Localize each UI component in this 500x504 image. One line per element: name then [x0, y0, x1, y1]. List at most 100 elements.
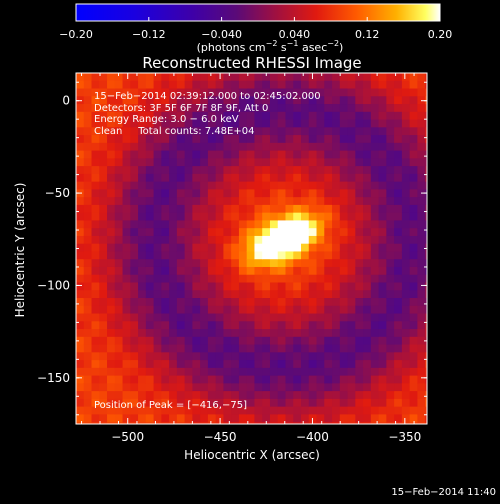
heatmap-cell: [153, 96, 162, 105]
heatmap-cell: [192, 189, 201, 198]
heatmap-cell: [347, 391, 356, 400]
heatmap-cell: [114, 298, 124, 307]
heatmap-cell: [417, 391, 426, 400]
heatmap-cell: [192, 313, 201, 322]
heatmap-cell: [200, 352, 209, 361]
heatmap-cell: [285, 305, 294, 315]
heatmap-cell: [417, 119, 426, 128]
heatmap-cell: [246, 290, 256, 299]
heatmap-cell: [324, 158, 333, 167]
heatmap-cell: [200, 88, 209, 97]
heatmap-cell: [293, 282, 302, 291]
heatmap-cell: [378, 383, 387, 392]
heatmap-cell: [370, 274, 380, 284]
heatmap-cell: [246, 204, 256, 214]
heatmap-cell: [269, 197, 279, 206]
heatmap-cell: [138, 150, 147, 159]
heatmap-cell: [114, 228, 124, 237]
heatmap-cell: [130, 391, 139, 400]
heatmap-cell: [417, 298, 426, 307]
heatmap-cell: [99, 119, 108, 128]
heatmap-cell: [339, 142, 349, 152]
heatmap-cell: [76, 406, 85, 415]
heatmap-cell: [238, 158, 248, 167]
heatmap-cell: [215, 259, 225, 268]
heatmap-cell: [370, 406, 380, 415]
heatmap-cell: [169, 282, 178, 291]
heatmap-cell: [301, 173, 310, 183]
x-tick-label: −500: [111, 430, 144, 444]
heatmap-cell: [169, 127, 178, 136]
heatmap-cell: [394, 391, 403, 400]
heatmap-cell: [114, 96, 124, 105]
heatmap-cell: [394, 344, 403, 353]
heatmap-cell: [370, 150, 380, 159]
heatmap-cell: [409, 166, 418, 175]
heatmap-cell: [161, 274, 170, 284]
heatmap-cell: [262, 391, 271, 400]
heatmap-cell: [394, 119, 403, 128]
heatmap-cell: [363, 329, 372, 338]
heatmap-cell: [277, 158, 287, 167]
heatmap-cell: [254, 189, 263, 198]
heatmap-cell: [223, 88, 232, 97]
heatmap-cell: [130, 259, 139, 268]
heatmap-cell: [138, 212, 147, 222]
heatmap-cell: [176, 173, 186, 183]
heatmap-cell: [285, 127, 294, 136]
heatmap-cell: [378, 189, 387, 198]
heatmap-cell: [223, 282, 232, 291]
heatmap-cell: [425, 290, 427, 299]
heatmap-cell: [122, 352, 131, 361]
heatmap-cell: [153, 259, 162, 268]
heatmap-cell: [409, 360, 418, 369]
heatmap-cell: [277, 383, 287, 392]
heatmap-cell: [308, 88, 318, 97]
heatmap-cell: [83, 383, 93, 392]
heatmap-cell: [145, 135, 155, 144]
heatmap-cell: [355, 189, 364, 198]
heatmap-cell: [207, 414, 217, 423]
heatmap-cell: [246, 375, 256, 384]
heatmap-cell: [138, 119, 147, 128]
heatmap-cell: [425, 259, 427, 268]
heatmap-cell: [207, 360, 217, 369]
heatmap-cell: [355, 398, 364, 408]
heatmap-cell: [200, 406, 209, 415]
heatmap-cell: [301, 80, 310, 90]
heatmap-cell: [394, 127, 403, 136]
heatmap-cell: [339, 422, 349, 424]
heatmap-cell: [223, 228, 232, 237]
heatmap-cell: [99, 336, 108, 346]
heatmap-cell: [277, 212, 287, 222]
heatmap-cell: [308, 150, 318, 159]
heatmap-cell: [269, 166, 279, 175]
heatmap-cell: [145, 375, 155, 384]
heatmap-cell: [99, 158, 108, 167]
heatmap-cell: [285, 290, 294, 299]
heatmap-cell: [378, 329, 387, 338]
heatmap-cell: [200, 220, 209, 229]
heatmap-cell: [254, 414, 263, 423]
heatmap-cell: [378, 290, 387, 299]
heatmap-cell: [316, 104, 325, 113]
heatmap-cell: [269, 111, 279, 121]
heatmap-cell: [238, 173, 248, 183]
heatmap-cell: [215, 367, 225, 377]
heatmap-cell: [138, 111, 147, 121]
heatmap-cell: [269, 243, 279, 253]
heatmap-cell: [184, 235, 193, 245]
heatmap-cell: [394, 73, 403, 82]
heatmap-cell: [215, 298, 225, 307]
heatmap-cell: [169, 158, 178, 167]
heatmap-cell: [238, 197, 248, 206]
heatmap-cell: [394, 383, 403, 392]
heatmap-cell: [254, 313, 263, 322]
heatmap-cell: [231, 212, 240, 222]
heatmap-cell: [254, 298, 263, 307]
heatmap-cell: [122, 212, 131, 222]
heatmap-cell: [355, 336, 364, 346]
heatmap-cell: [332, 104, 341, 113]
heatmap-cell: [386, 274, 395, 284]
heatmap-cell: [207, 173, 217, 183]
